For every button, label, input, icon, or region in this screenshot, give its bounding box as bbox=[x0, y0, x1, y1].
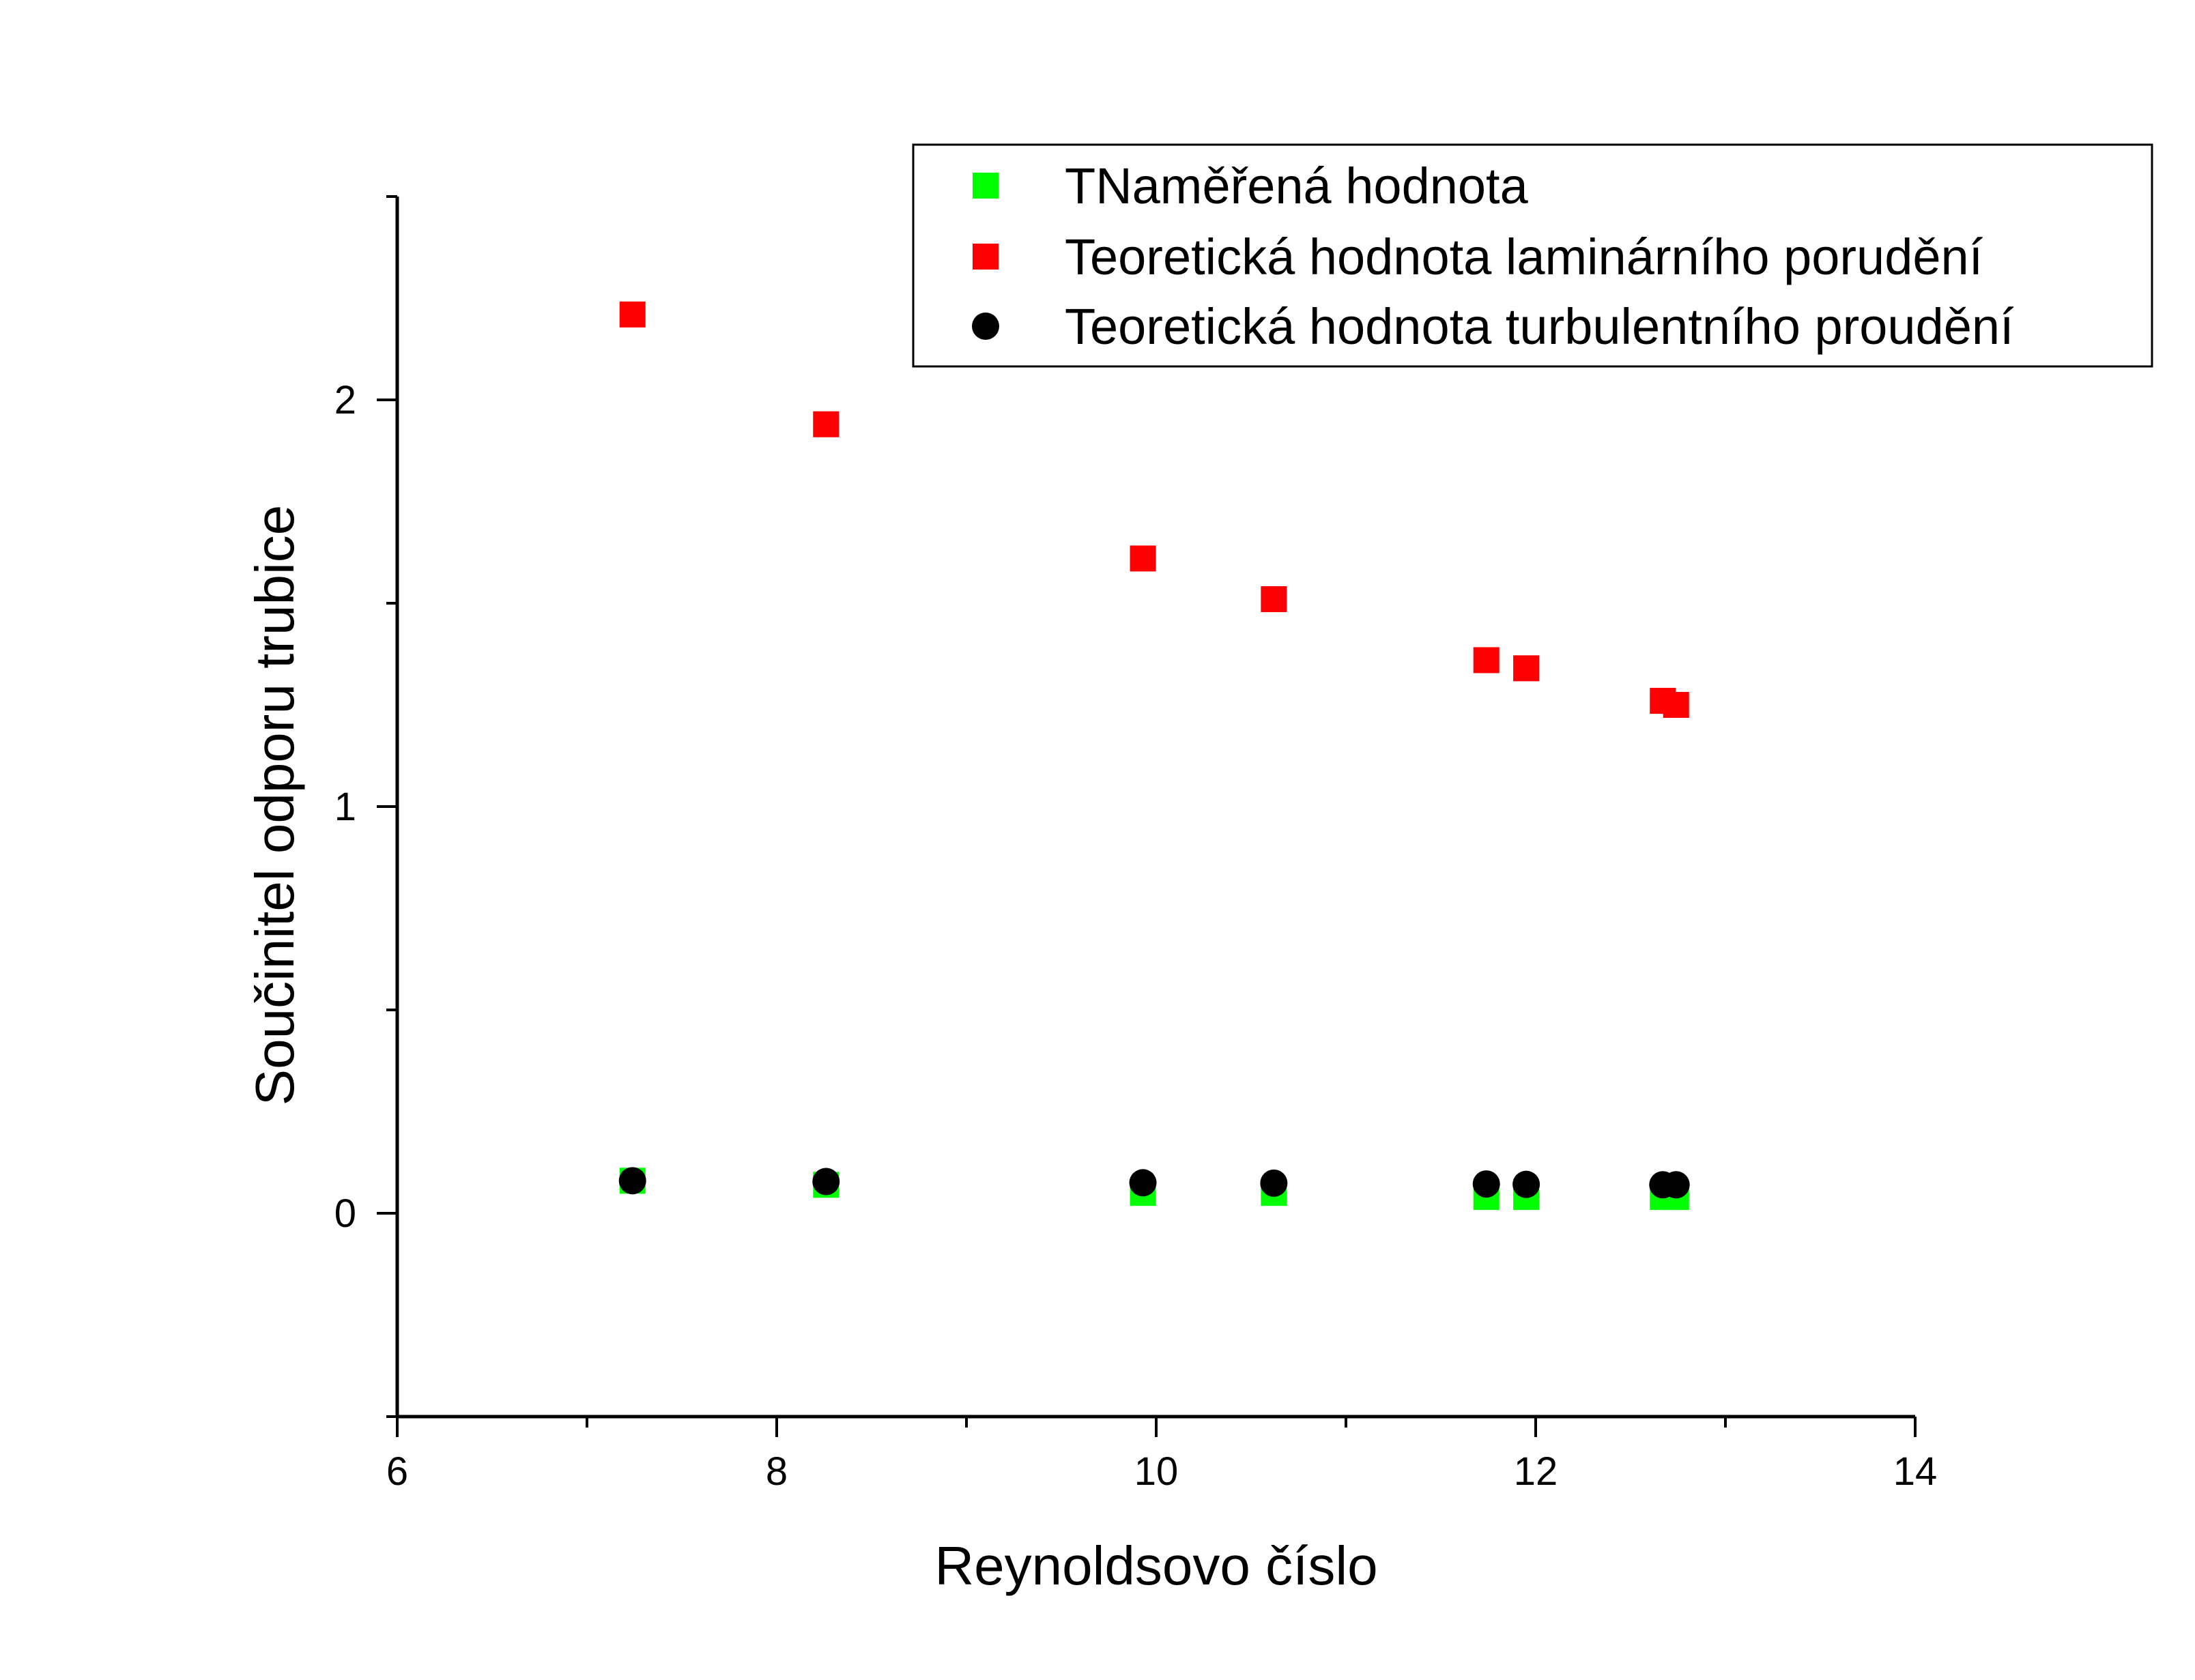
data-point bbox=[1662, 1171, 1690, 1199]
data-points bbox=[618, 301, 1690, 1211]
data-point bbox=[812, 1168, 840, 1196]
data-point bbox=[1130, 545, 1156, 572]
axes bbox=[395, 197, 1915, 1419]
series-3 bbox=[618, 1167, 1690, 1199]
legend-item: Teoretická hodnota turbulentního prouděn… bbox=[972, 298, 2014, 355]
x-tick-label: 14 bbox=[1893, 1449, 1938, 1494]
x-tick-label: 8 bbox=[766, 1449, 788, 1494]
y-tick-label: 2 bbox=[334, 378, 356, 422]
legend-marker bbox=[973, 244, 999, 270]
data-point bbox=[1261, 586, 1287, 613]
data-point bbox=[1129, 1169, 1157, 1197]
legend-marker bbox=[972, 313, 999, 340]
legend-marker bbox=[973, 173, 999, 199]
data-point bbox=[618, 1167, 646, 1195]
x-tick-label: 10 bbox=[1134, 1449, 1179, 1494]
x-axis-title: Reynoldsovo číslo bbox=[934, 1535, 1377, 1596]
legend-label: TNaměřená hodnota bbox=[1065, 158, 1529, 214]
legend: TNaměřená hodnota Teoretická hodnota lami… bbox=[912, 143, 2153, 368]
data-point bbox=[813, 411, 840, 437]
tick-marks bbox=[377, 195, 1917, 1437]
y-tick-label: 0 bbox=[334, 1191, 356, 1236]
x-tick-label: 12 bbox=[1514, 1449, 1558, 1494]
data-point bbox=[1473, 647, 1500, 674]
data-point bbox=[1260, 1169, 1288, 1197]
legend-item: Teoretická hodnota laminárního porudění bbox=[973, 229, 1983, 285]
y-axis-title: Součinitel odporu trubice bbox=[244, 505, 305, 1106]
data-point bbox=[1512, 1170, 1540, 1198]
legend-label: Teoretická hodnota laminárního porudění bbox=[1065, 229, 1983, 285]
legend-label: Teoretická hodnota turbulentního prouděn… bbox=[1065, 298, 2014, 355]
legend-item: TNaměřená hodnota bbox=[973, 158, 1529, 214]
data-point bbox=[619, 301, 646, 328]
data-point bbox=[1472, 1170, 1500, 1198]
series-2 bbox=[619, 301, 1689, 718]
data-point bbox=[1513, 655, 1540, 682]
y-tick-label: 1 bbox=[334, 785, 356, 829]
legend-box bbox=[912, 143, 2153, 368]
data-point bbox=[1663, 692, 1689, 718]
x-tick-label: 6 bbox=[386, 1449, 408, 1494]
